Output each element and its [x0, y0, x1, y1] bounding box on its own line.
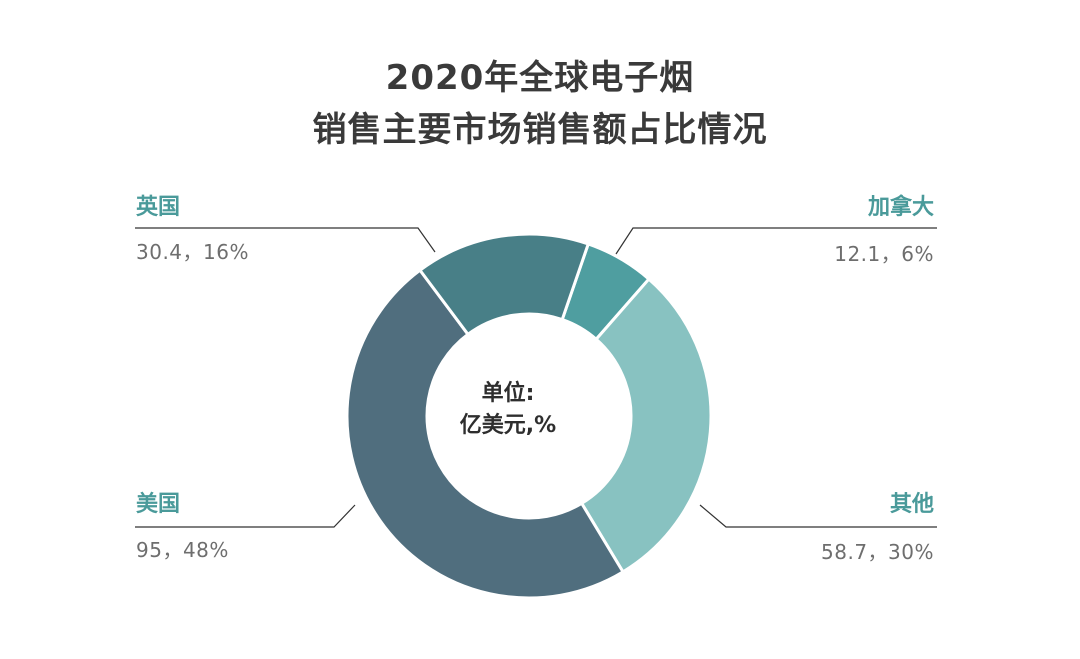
chart-subtitle: 销售主要市场销售额占比情况: [312, 110, 768, 150]
leader-line-other: [699, 504, 937, 528]
center-unit-value: 亿美元,%: [459, 413, 557, 438]
value-label-uk: 30.4，16%: [136, 240, 249, 264]
value-label-other: 58.7，30%: [821, 540, 934, 564]
leader-line-usa: [135, 504, 356, 528]
category-label-other: 其他: [889, 492, 934, 517]
chart-title: 2020年全球电子烟: [385, 58, 695, 98]
center-unit-label: 单位:: [481, 381, 535, 406]
donut-slice-2: [345, 268, 626, 600]
donut-slice-3: [417, 232, 591, 337]
donut-slices: [345, 232, 713, 600]
value-label-canada: 12.1，6%: [834, 242, 934, 266]
leader-line-uk: [135, 227, 436, 253]
category-label-uk: 英国: [136, 195, 181, 220]
leader-line-canada: [615, 227, 937, 255]
value-label-usa: 95，48%: [136, 538, 229, 562]
category-label-usa: 美国: [136, 492, 181, 517]
donut-slice-1: [579, 276, 713, 574]
category-label-canada: 加拿大: [867, 195, 934, 220]
